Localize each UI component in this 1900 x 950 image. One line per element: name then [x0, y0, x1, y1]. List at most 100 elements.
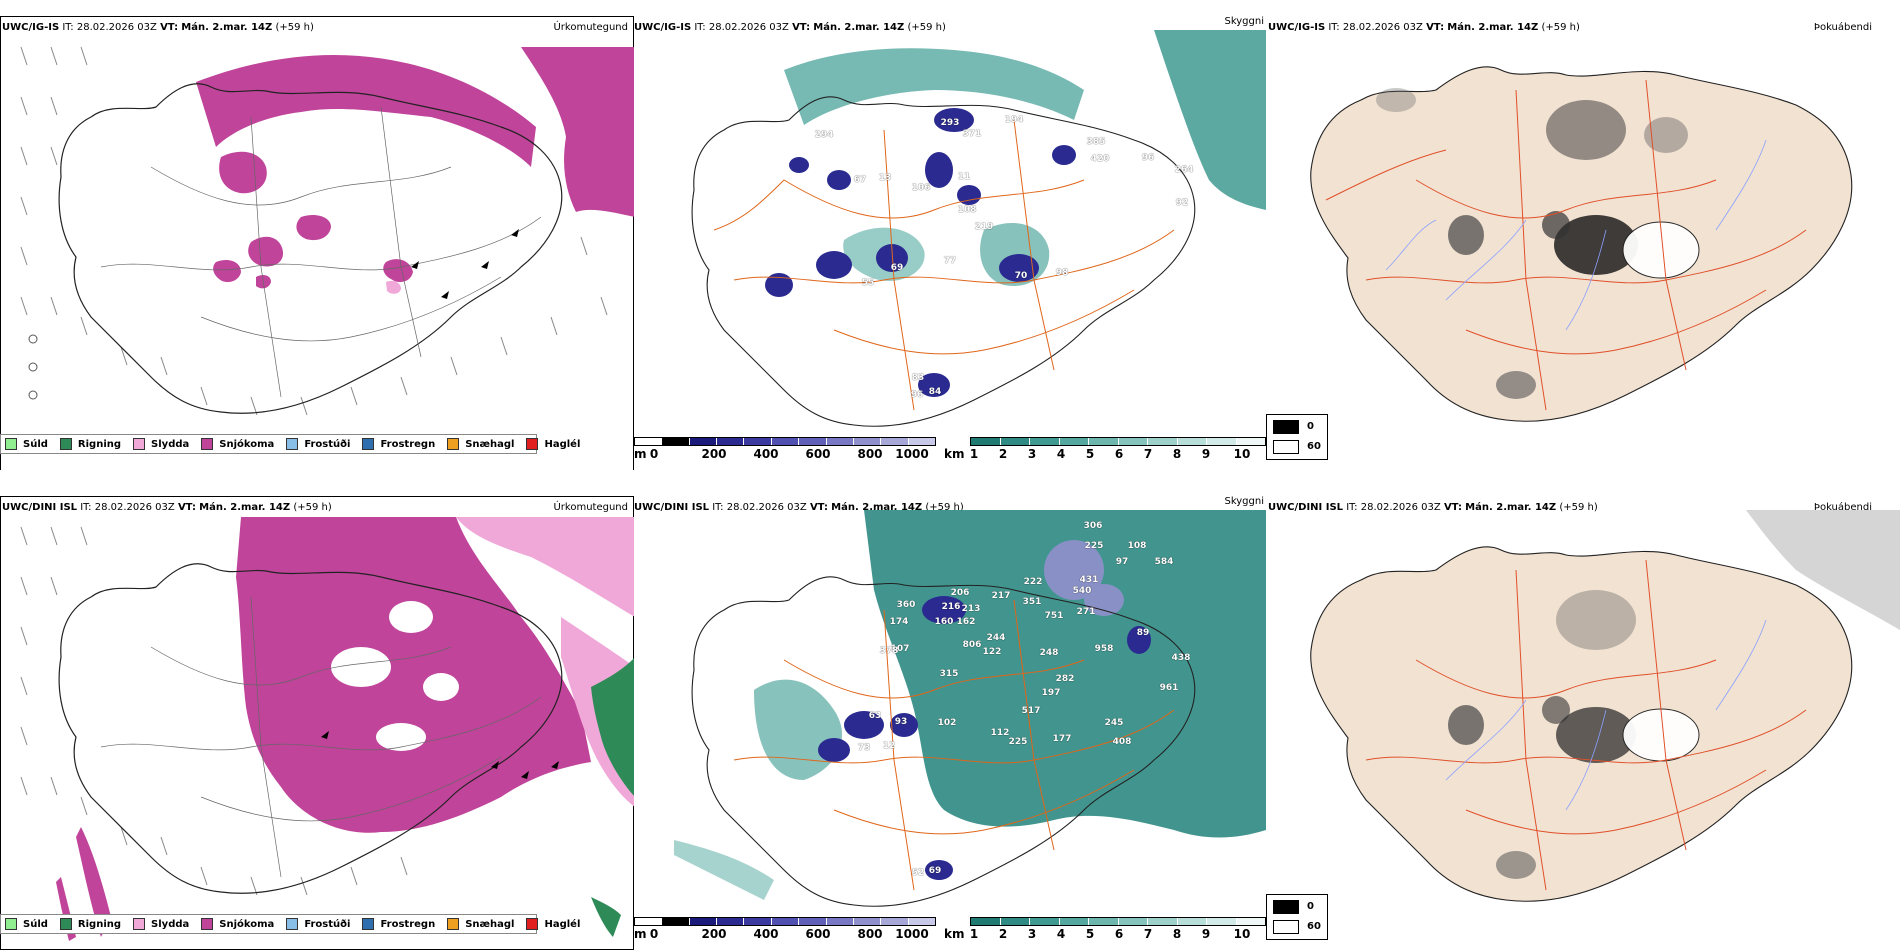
cloud-base-number: 70 — [1014, 271, 1028, 281]
cloud-base-tick: 200 — [701, 447, 727, 461]
snow-blob-2 — [296, 215, 331, 241]
vt-label: VT: — [809, 502, 828, 513]
visibility-tick: 9 — [1201, 927, 1211, 941]
cloud-base-number: 63 — [868, 711, 882, 721]
visibility-tick: 9 — [1201, 447, 1211, 461]
cloud-base-number: 83 — [911, 373, 925, 383]
rivers-blue — [1445, 619, 1767, 811]
cloud-map: 306 225 108 97 584 360 206 216 213 217 2… — [634, 510, 1266, 910]
vt-value: Mán. 2.mar. 14Z — [1465, 502, 1557, 513]
fog-legend-1: 0 60 — [1266, 414, 1328, 460]
cloud-base-number: 378 — [879, 646, 899, 656]
lead-time: (+59 h) — [1559, 502, 1598, 513]
snow-east — [521, 47, 634, 217]
legend-swatch — [286, 438, 299, 450]
snow-blob-4 — [383, 259, 413, 283]
cloud-base-tick: 600 — [805, 447, 831, 461]
calm-circles — [28, 334, 38, 400]
snow-blob-6 — [213, 260, 241, 283]
row1-precip-header: UWC/IG-IS IT: 28.02.2026 03Z VT: Mán. 2.… — [2, 22, 314, 34]
vt-value: Mán. 2.mar. 14Z — [813, 22, 905, 33]
visibility-tick: 1 — [969, 927, 979, 941]
roads-orange — [713, 119, 1175, 411]
legend-swatch — [59, 918, 72, 930]
visibility-tick: 5 — [1085, 447, 1095, 461]
fog-low-label: 0 — [1307, 901, 1314, 912]
cloud-base-number: 108 — [1127, 541, 1147, 551]
legend-swatch — [362, 438, 375, 450]
row1-cloud-header: UWC/IG-IS IT: 28.02.2026 03Z VT: Mán. 2.… — [634, 22, 946, 34]
cloud-base-number: 360 — [896, 600, 916, 610]
rain-east — [591, 658, 634, 796]
vt-label: VT: — [792, 22, 811, 33]
row2-cloud-header: UWC/DINI ISL IT: 28.02.2026 03Z VT: Mán.… — [634, 502, 964, 514]
visibility-tick: 8 — [1172, 927, 1182, 941]
fog-map — [1266, 510, 1900, 910]
cloud-base-number: 12 — [882, 741, 896, 751]
legend-item-drizzle: Súld — [5, 438, 48, 450]
vt-label: VT: — [1426, 22, 1445, 33]
cloud-base-number: 217 — [991, 591, 1011, 601]
cloud-base-number: 96 — [1141, 153, 1155, 163]
sleet-northeast — [456, 517, 634, 617]
visibility-tick: 7 — [1143, 447, 1153, 461]
row1-cloud-panel: UWC/IG-IS IT: 28.02.2026 03Z VT: Mán. 2.… — [634, 10, 1266, 470]
cloud-base-number: 77 — [943, 256, 957, 266]
legend-item-snow: Snjókoma — [201, 438, 274, 450]
teal-mass — [864, 510, 1266, 838]
cloud-base-number: 108 — [957, 205, 977, 215]
precip-map — [0, 16, 634, 470]
legend-swatch — [526, 438, 539, 450]
legend-item-hail: Haglél — [526, 438, 580, 450]
legend-item-rain: Rigning — [59, 438, 121, 450]
legend-swatch — [5, 438, 17, 450]
visibility-tick: 3 — [1027, 447, 1037, 461]
cloud-base-number: 293 — [940, 118, 960, 128]
cloud-base-number: 540 — [1072, 586, 1092, 596]
lead-time: (+59 h) — [275, 22, 314, 33]
cloud-base-number: 213 — [961, 604, 981, 614]
model-name: UWC/DINI ISL — [1268, 502, 1344, 513]
legend-swatch — [362, 918, 375, 930]
legend-item-freezing-drizzle: Frostúði — [286, 918, 350, 930]
iceland-outline — [58, 83, 563, 414]
row2-fog-panel: UWC/DINI ISL IT: 28.02.2026 03Z VT: Mán.… — [1266, 490, 1900, 950]
cloud-base-unit: m — [634, 927, 647, 941]
black-markers — [321, 731, 559, 779]
visibility-tick: 2 — [998, 447, 1008, 461]
fog-high-label: 60 — [1307, 441, 1321, 452]
row1-precip-panel: UWC/IG-IS IT: 28.02.2026 03Z VT: Mán. 2.… — [0, 10, 634, 470]
visibility-unit: km — [944, 447, 965, 461]
cloud-title: Skyggni — [1224, 16, 1264, 27]
cloud-base-number: 194 — [1004, 115, 1024, 125]
cloud-base-number: 160 — [934, 617, 954, 627]
cloud-base-number: 97 — [1115, 557, 1129, 567]
navy-cells — [818, 596, 1151, 880]
legend-item-rain: Rigning — [59, 918, 121, 930]
it-value: 28.02.2026 03Z — [1360, 502, 1441, 513]
visibility-tick: 7 — [1143, 927, 1153, 941]
cloud-base-number: 438 — [1171, 653, 1191, 663]
cloud-base-number: 244 — [986, 633, 1006, 643]
cloud-base-number: 225 — [1008, 737, 1028, 747]
cloud-base-number: 306 — [1083, 521, 1103, 531]
cloud-base-number: 751 — [1044, 611, 1064, 621]
visibility-tick: 1 — [969, 447, 979, 461]
visibility-tick: 3 — [1027, 927, 1037, 941]
cloud-base-tick: 400 — [753, 447, 779, 461]
cloud-base-unit: m — [634, 447, 647, 461]
fog-grey-patches — [1448, 590, 1700, 879]
cloud-base-number: 225 — [1084, 541, 1104, 551]
cloud-base-number: 11 — [957, 172, 971, 182]
cloud-base-number: 248 — [1039, 648, 1059, 658]
legend-swatch — [447, 918, 460, 930]
visibility-tick: 6 — [1114, 447, 1124, 461]
cloud-map-svg — [674, 510, 1266, 907]
fog-title: Þokuábendi — [1813, 502, 1872, 513]
fog-swatch-low — [1273, 420, 1299, 434]
visibility-tick: 4 — [1056, 447, 1066, 461]
cloud-base-number: 67 — [853, 175, 867, 185]
roads-red — [1325, 79, 1807, 411]
cloud-base-number: 294 — [814, 130, 834, 140]
cloud-base-tick: 800 — [857, 927, 883, 941]
